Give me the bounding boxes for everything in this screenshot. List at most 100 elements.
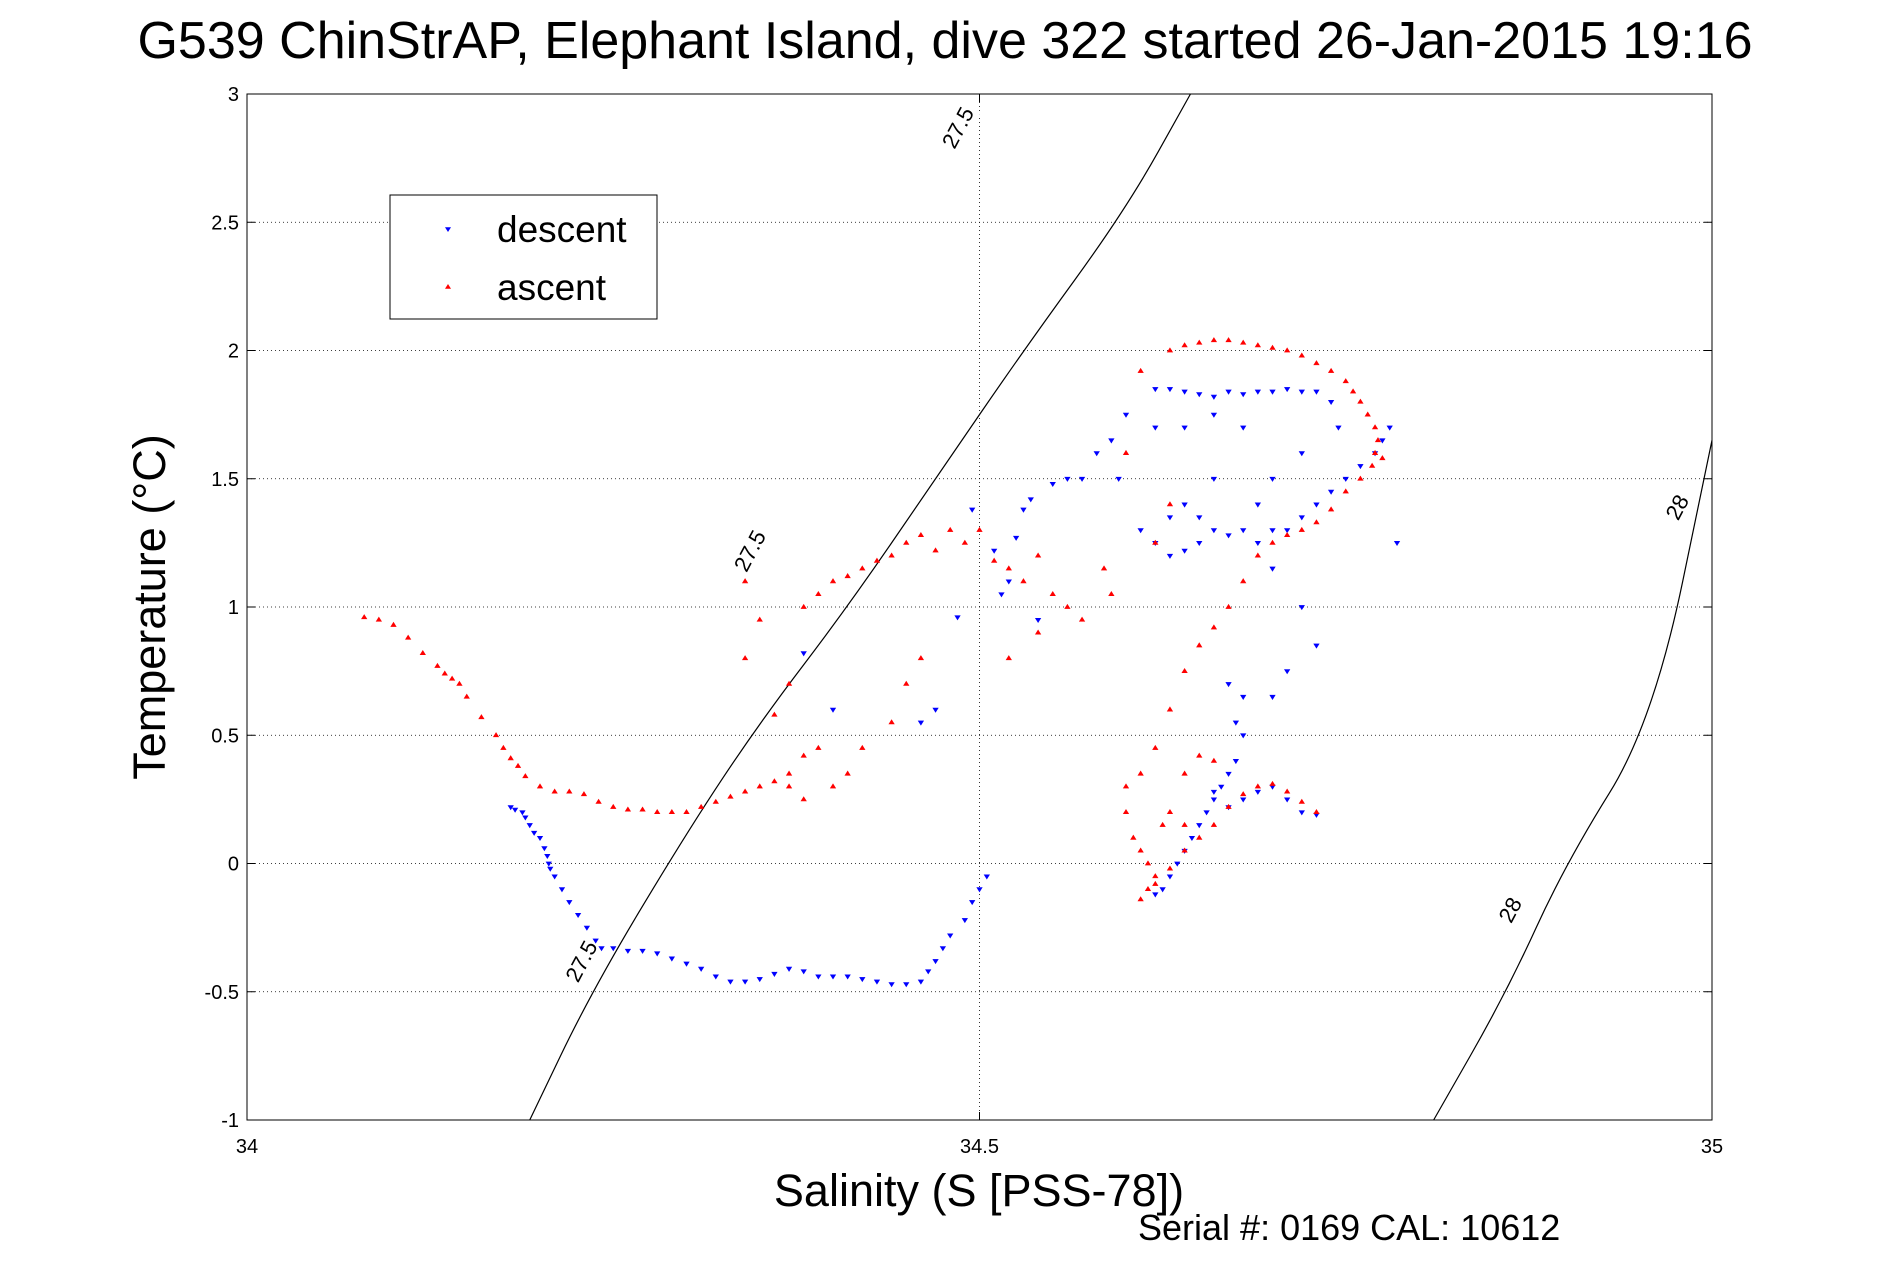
descent-point <box>1210 412 1218 418</box>
descent-point <box>785 966 793 972</box>
ascent-point <box>712 798 719 804</box>
ascent-point <box>1181 342 1188 348</box>
ascent-point <box>1210 757 1218 763</box>
ascent-point <box>1357 398 1364 404</box>
descent-point <box>1240 797 1247 803</box>
ascent-point <box>375 616 382 622</box>
ascent-point <box>1020 578 1027 584</box>
descent-point <box>829 707 837 713</box>
descent-point <box>1188 835 1196 842</box>
ascent-point <box>1166 809 1174 815</box>
ascent-point <box>1284 532 1291 538</box>
ascent-point <box>507 755 514 761</box>
ascent-point <box>1225 603 1232 609</box>
descent-point <box>639 948 646 954</box>
ascent-point <box>514 762 522 768</box>
ascent-point <box>492 732 500 738</box>
legend-marker-ascent <box>445 284 451 289</box>
descent-point <box>771 971 778 977</box>
descent-point <box>925 969 932 975</box>
descent-point <box>592 938 599 944</box>
ascent-point <box>727 793 734 799</box>
ascent-point <box>800 796 807 802</box>
grid-lines <box>247 94 1712 1120</box>
descent-point <box>1269 694 1276 700</box>
descent-point <box>917 720 925 726</box>
x-tick-label: 34.5 <box>960 1136 999 1158</box>
ascent-point <box>1166 501 1174 507</box>
descent-point <box>932 959 939 965</box>
descent-point <box>1115 476 1122 482</box>
ascent-point <box>580 791 588 797</box>
ascent-point <box>1371 424 1379 430</box>
descent-point <box>1210 528 1218 534</box>
descent-point <box>1284 669 1291 675</box>
descent-point <box>574 912 582 918</box>
descent-point <box>698 966 705 972</box>
ascent-point <box>1078 616 1086 622</box>
ascent-point <box>888 552 895 558</box>
descent-point <box>741 979 749 985</box>
ascent-point <box>1210 821 1218 827</box>
ascent-point <box>961 539 968 545</box>
legend-box <box>389 194 658 320</box>
descent-point <box>683 961 690 967</box>
ascent-point <box>873 557 881 563</box>
ascent-point <box>1298 352 1305 358</box>
ascent-point <box>888 719 895 725</box>
descent-point <box>536 835 544 842</box>
descent-point <box>1034 617 1042 623</box>
ascent-point <box>1137 896 1144 902</box>
contour-label-bg <box>558 934 604 987</box>
ascent-point <box>478 714 485 720</box>
ascent-point <box>463 693 470 699</box>
ascent-point <box>1357 475 1364 481</box>
descent-point <box>1196 541 1203 547</box>
ascent-point <box>1298 526 1305 532</box>
descent-point <box>1210 797 1218 803</box>
ascent-point <box>1371 449 1379 455</box>
descent-point <box>1122 412 1130 418</box>
descent-point <box>1284 387 1291 393</box>
ascent-point <box>419 650 426 656</box>
descent-point <box>1159 887 1166 893</box>
descent-point <box>624 948 632 954</box>
ascent-point <box>1064 603 1071 609</box>
descent-point <box>1254 789 1261 795</box>
descent-point <box>888 982 895 988</box>
descent-point <box>1313 502 1320 508</box>
descent-point <box>1240 528 1247 534</box>
descent-point <box>547 866 554 872</box>
ascent-point <box>1034 629 1042 635</box>
descent-point <box>800 969 807 975</box>
descent-point <box>1342 476 1349 482</box>
ascent-point <box>361 614 368 620</box>
ascent-point <box>976 526 983 532</box>
descent-point <box>756 977 763 983</box>
ascent-point <box>1240 791 1247 797</box>
ascent-point <box>624 806 632 812</box>
ascent-point <box>1181 667 1188 673</box>
descent-point <box>1240 694 1247 700</box>
contour-line-28 <box>1433 440 1713 1121</box>
descent-point <box>507 805 514 811</box>
ascent-point <box>1108 591 1115 597</box>
ascent-point <box>610 803 617 809</box>
ascent-point <box>698 803 705 809</box>
descent-point <box>1012 535 1020 541</box>
data-points <box>361 337 1401 988</box>
ascent-point <box>1240 339 1247 345</box>
ascent-point <box>1152 880 1159 886</box>
ascent-point <box>1379 455 1386 461</box>
descent-point <box>598 946 605 952</box>
descent-point <box>511 807 519 813</box>
descent-point <box>1298 451 1305 457</box>
descent-point <box>829 974 837 980</box>
y-tick-label: 0 <box>228 854 239 876</box>
descent-point <box>1049 482 1056 488</box>
ascent-point <box>1005 655 1012 661</box>
x-tick-label: 35 <box>1701 1136 1723 1158</box>
descent-point <box>873 979 881 985</box>
